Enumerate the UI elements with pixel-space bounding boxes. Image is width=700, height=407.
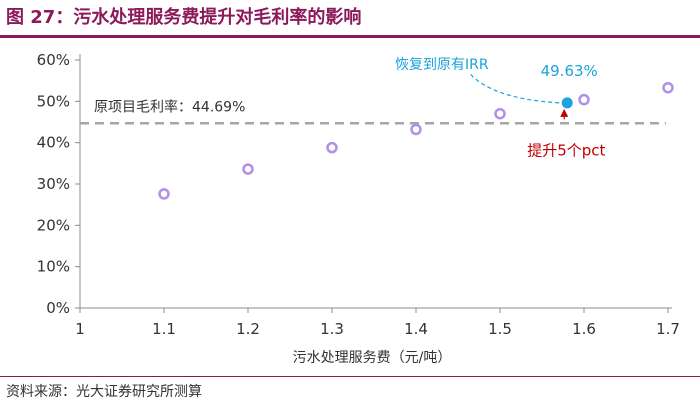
x-tick-label: 1.2 bbox=[236, 320, 260, 338]
data-point bbox=[662, 81, 674, 94]
reference-line-label: 原项目毛利率：44.69% bbox=[94, 98, 245, 115]
data-point bbox=[326, 141, 338, 154]
data-point bbox=[242, 163, 254, 175]
x-tick-label: 1.1 bbox=[152, 320, 176, 338]
x-tick-label: 1.6 bbox=[572, 320, 596, 338]
increase-note: 提升5个pct bbox=[527, 141, 605, 159]
x-tick-label: 1.4 bbox=[404, 320, 428, 338]
gross-margin-scatter-chart: 0% 10% 20% 30% 40% 50% 60% 1 1.1 1.2 1.3 1.4 1.5 1.6 1… bbox=[37, 51, 680, 366]
y-tick-label: 20% bbox=[37, 216, 70, 234]
axes bbox=[79, 54, 672, 309]
x-tick-label: 1.7 bbox=[656, 320, 680, 338]
y-tick-label: 40% bbox=[37, 134, 70, 152]
tick-labels: 0% 10% 20% 30% 40% 50% 60% 1 1.1 1.2 1.3 1.4 1.5 1.6 1… bbox=[37, 51, 680, 338]
annotations: 恢复到原有IRR 提升5个pct bbox=[395, 56, 606, 159]
irr-connector bbox=[468, 72, 560, 104]
increase-arrow-head bbox=[560, 108, 569, 117]
x-tick-label: 1 bbox=[75, 320, 85, 338]
figure-title: 图 27：污水处理服务费提升对毛利率的影响 bbox=[6, 7, 362, 28]
y-tick-label: 0% bbox=[46, 299, 70, 317]
y-tick-label: 50% bbox=[37, 92, 70, 110]
data-point bbox=[158, 188, 170, 200]
y-tick-label: 60% bbox=[37, 51, 70, 69]
highlight-point bbox=[561, 97, 573, 109]
source-rule bbox=[0, 376, 700, 377]
y-tick-label: 30% bbox=[37, 175, 70, 193]
x-tick-label: 1.5 bbox=[488, 320, 512, 338]
irr-note: 恢复到原有IRR bbox=[395, 56, 489, 73]
reference-line-group: 原项目毛利率：44.69% bbox=[80, 98, 666, 125]
data-point bbox=[578, 93, 590, 106]
x-axis-label: 污水处理服务费（元/吨） bbox=[293, 350, 452, 366]
data-points: 49.63% bbox=[158, 62, 674, 200]
data-point bbox=[494, 107, 506, 120]
source-note: 资料来源：光大证券研究所测算 bbox=[6, 384, 202, 400]
title-rule bbox=[0, 35, 700, 38]
x-tick-label: 1.3 bbox=[320, 320, 344, 338]
data-point bbox=[410, 123, 422, 136]
y-tick-label: 10% bbox=[37, 258, 70, 276]
highlight-point-label: 49.63% bbox=[541, 62, 598, 80]
